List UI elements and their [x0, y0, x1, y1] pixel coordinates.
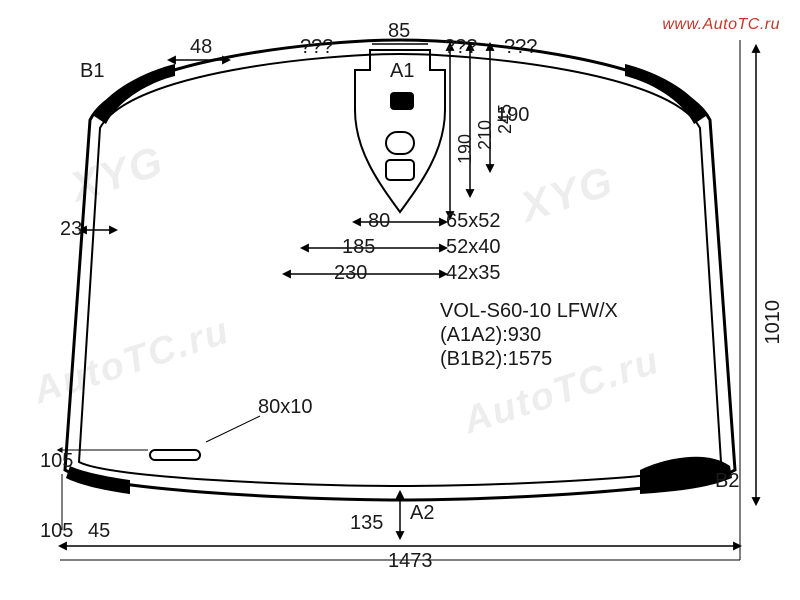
dim-42x35: 42x35	[446, 262, 501, 285]
dim-105b: 105	[40, 520, 73, 543]
source-url: www.AutoTC.ru	[662, 16, 780, 34]
dim-q2: ???	[444, 36, 477, 59]
dim-q3: ???	[504, 36, 537, 59]
dim-80x10: 80x10	[258, 396, 313, 419]
dim-105a: 105	[40, 450, 73, 473]
dim-23: 23	[60, 218, 82, 241]
pt-b1: B1	[80, 60, 104, 83]
dim-245: 245	[495, 104, 516, 134]
dim-85: 85	[388, 20, 410, 43]
pt-b2: B2	[715, 470, 739, 493]
dim-45: 45	[88, 520, 110, 543]
dim-65x52: 65x52	[446, 210, 501, 233]
dim-52x40: 52x40	[446, 236, 501, 259]
pt-a2: A2	[410, 502, 434, 525]
dim-1473: 1473	[388, 550, 433, 573]
windshield-svg	[0, 0, 800, 600]
dim-210: 210	[475, 120, 496, 150]
dim-1010: 1010	[762, 300, 785, 345]
pt-a1: A1	[390, 60, 414, 83]
dim-230: 230	[334, 262, 367, 285]
dim-48: 48	[190, 36, 212, 59]
dim-q1: ???	[300, 36, 333, 59]
dim-190v: 190	[455, 134, 476, 164]
dim-135: 135	[350, 512, 383, 535]
dim-80: 80	[368, 210, 390, 233]
part-code: VOL-S60-10 LFW/X	[440, 300, 618, 323]
part-b1b2: (B1B2):1575	[440, 348, 552, 371]
dim-185: 185	[342, 236, 375, 259]
part-a1a2: (A1A2):930	[440, 324, 541, 347]
diagram-frame: { "meta":{ "url":"www.AutoTC.ru", "url_a…	[0, 0, 800, 600]
